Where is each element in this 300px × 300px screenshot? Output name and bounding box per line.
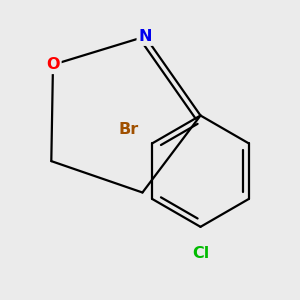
Text: O: O xyxy=(46,57,60,72)
Text: N: N xyxy=(138,29,152,44)
Text: Cl: Cl xyxy=(192,246,209,261)
Text: Br: Br xyxy=(119,122,139,137)
